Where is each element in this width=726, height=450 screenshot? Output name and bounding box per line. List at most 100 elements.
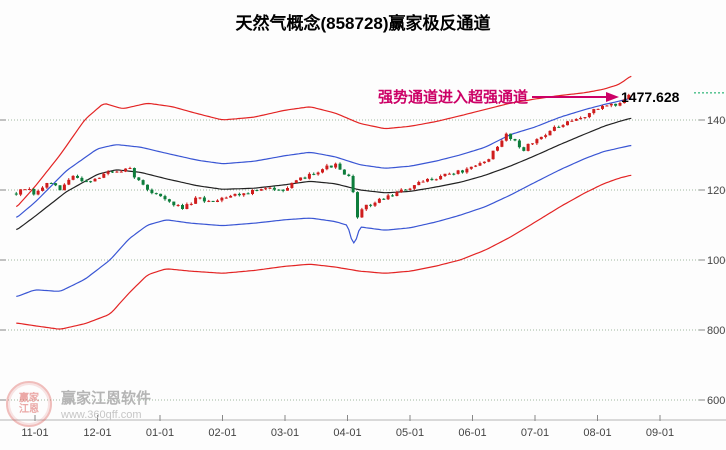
candle-body bbox=[119, 171, 123, 173]
candle-body bbox=[84, 181, 88, 183]
candle-body bbox=[14, 193, 18, 195]
candle-body bbox=[535, 139, 539, 144]
annotation-text: 强势通道进入超强通道 bbox=[378, 88, 528, 106]
candle-body bbox=[347, 174, 351, 176]
candle-body bbox=[496, 146, 499, 151]
candle-body bbox=[609, 103, 613, 106]
candle-body bbox=[404, 189, 408, 191]
candle-body bbox=[334, 163, 338, 168]
candle-body bbox=[321, 169, 324, 173]
candle-body bbox=[194, 197, 198, 204]
candle-body bbox=[574, 119, 578, 121]
candle-body bbox=[172, 201, 176, 206]
candle-body bbox=[277, 189, 281, 191]
candle-body bbox=[128, 168, 132, 169]
candle-body bbox=[447, 173, 451, 175]
candle-body bbox=[211, 200, 215, 202]
candle-body bbox=[290, 182, 294, 188]
axes: 600 800 1000 1200 1400 11-01 12-01 01-01 02-01 03… bbox=[0, 115, 726, 439]
candle-body bbox=[316, 172, 320, 175]
candle-body bbox=[544, 135, 548, 137]
candle-body bbox=[618, 103, 622, 106]
candle-body bbox=[299, 177, 303, 181]
candle-body bbox=[251, 190, 254, 194]
candle-body bbox=[474, 165, 478, 167]
candle-body bbox=[561, 125, 565, 127]
candle-body bbox=[522, 147, 526, 151]
candle-body bbox=[71, 175, 75, 180]
candle-body bbox=[500, 140, 504, 147]
x-axis-label: 05-01 bbox=[396, 427, 424, 439]
candle-body bbox=[583, 117, 587, 119]
candle-body bbox=[360, 209, 364, 218]
candle-body bbox=[369, 204, 373, 206]
candle-body bbox=[307, 173, 311, 179]
candle-body bbox=[338, 163, 342, 170]
candle-body bbox=[146, 184, 149, 190]
candle-body bbox=[482, 161, 486, 164]
candle-body bbox=[19, 189, 23, 195]
candle-body bbox=[154, 193, 158, 195]
candle-body bbox=[159, 193, 163, 197]
last-price-label: 1477.628 bbox=[621, 89, 680, 105]
candle-body bbox=[137, 177, 141, 181]
candle-body bbox=[281, 189, 285, 191]
candle-body bbox=[478, 163, 482, 166]
channel-upper-blue-rail bbox=[16, 97, 632, 218]
candle-body bbox=[434, 179, 438, 181]
candle-body bbox=[89, 181, 93, 183]
candle-body bbox=[517, 140, 521, 148]
candle-body bbox=[41, 187, 44, 191]
candle-body bbox=[102, 173, 106, 178]
y-axis-label: 600 bbox=[707, 395, 725, 407]
candle-body bbox=[132, 168, 136, 178]
candle-body bbox=[399, 189, 403, 193]
candle-body bbox=[627, 94, 631, 100]
candle-body bbox=[176, 205, 180, 206]
channel-lines bbox=[15, 75, 632, 330]
candle-body bbox=[412, 185, 416, 189]
x-axis-label: 11-01 bbox=[21, 427, 48, 439]
x-axis-label: 09-01 bbox=[646, 427, 674, 439]
candle-body bbox=[255, 190, 259, 191]
candle-body bbox=[185, 204, 189, 209]
candle-body bbox=[487, 159, 491, 162]
candle-body bbox=[614, 103, 618, 106]
channel-lower-red-rail bbox=[16, 174, 632, 330]
candle-body bbox=[570, 120, 574, 122]
candle-body bbox=[303, 177, 307, 179]
candle-body bbox=[395, 192, 399, 196]
candle-body bbox=[294, 180, 298, 183]
channel-lower-blue-rail bbox=[16, 144, 632, 297]
candle-body bbox=[23, 189, 27, 191]
candle-body bbox=[80, 177, 84, 182]
candle-body bbox=[189, 203, 193, 205]
candle-body bbox=[124, 168, 128, 172]
candle-body bbox=[391, 195, 394, 197]
y-axis-label: 1000 bbox=[707, 255, 726, 267]
candle-body bbox=[181, 205, 184, 209]
candle-body bbox=[27, 189, 31, 190]
x-axis-label: 07-01 bbox=[521, 427, 549, 439]
candle-body bbox=[408, 188, 412, 190]
candle-body bbox=[587, 113, 591, 118]
candle-body bbox=[216, 200, 219, 202]
y-axis-label: 1200 bbox=[707, 185, 726, 197]
candle-body bbox=[351, 176, 355, 193]
candle-body bbox=[382, 198, 386, 200]
candle-body bbox=[461, 170, 464, 173]
candle-body bbox=[579, 117, 583, 120]
candle-body bbox=[364, 204, 368, 210]
candle-body bbox=[552, 126, 556, 131]
candle-body bbox=[373, 202, 377, 206]
candle-body bbox=[504, 133, 508, 141]
candle-body bbox=[233, 193, 237, 196]
candle-body bbox=[421, 181, 425, 183]
candle-body bbox=[592, 109, 596, 114]
candle-body bbox=[207, 200, 211, 202]
candle-body bbox=[224, 197, 228, 199]
candle-body bbox=[539, 136, 543, 140]
candle-body bbox=[286, 188, 289, 191]
